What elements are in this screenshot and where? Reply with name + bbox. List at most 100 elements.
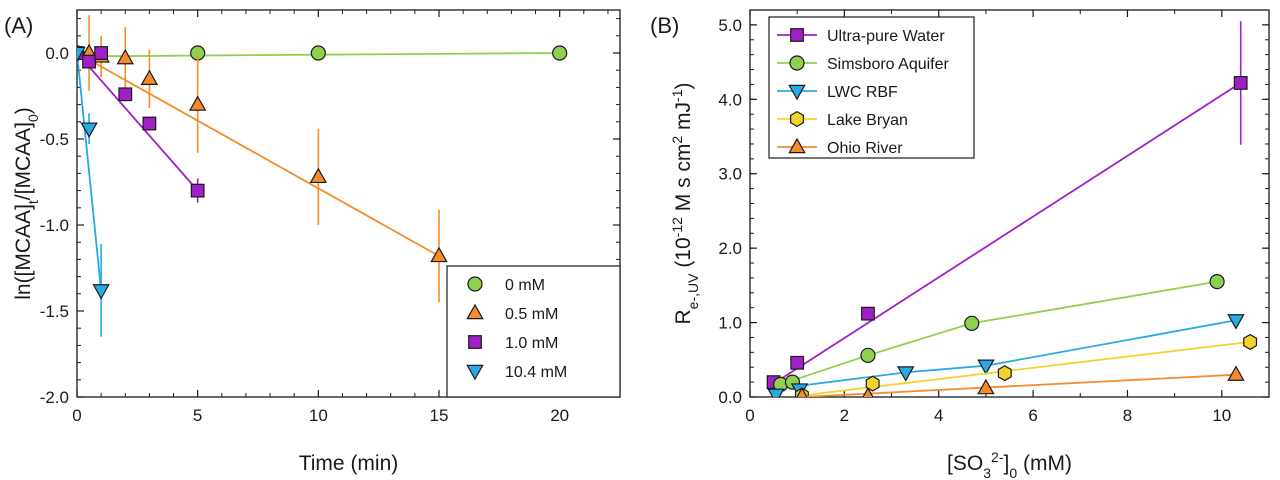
legend-marker (788, 137, 806, 154)
legend-item: 0 mM (467, 276, 545, 294)
legend-label: 1.0 mM (505, 335, 558, 352)
y-tick-label: 3.0 (718, 165, 742, 184)
y-tick-label: -1.5 (40, 302, 69, 321)
label-segment: [SO (947, 452, 983, 475)
legend-item: Lake Bryan (777, 110, 908, 129)
y-tick-label: 2.0 (718, 239, 742, 258)
series-0-mm (77, 45, 568, 61)
plot-area (77, 15, 568, 337)
data-point (80, 122, 98, 138)
label-segment: 2 (669, 136, 685, 144)
data-point (82, 54, 96, 69)
x-tick-label: 10 (309, 406, 328, 425)
legend-item: Ultra-pure Water (777, 28, 945, 45)
x-tick-label: 6 (1028, 406, 1037, 425)
series-lake-bryan (794, 333, 1258, 397)
chart-panel-b: 0 2 4 6 8 100.01.02.03.04.05.0(B)[SO32-]0 (mM… (650, 9, 1270, 480)
legend-marker (790, 28, 804, 42)
data-point (310, 45, 326, 61)
y-tick-label: 1.0 (718, 314, 742, 333)
label-segment: e-,UV (685, 273, 701, 309)
panel-label: (A) (4, 13, 33, 38)
x-axis-title: Time (min) (299, 452, 399, 475)
y-tick-label: -0.5 (40, 130, 69, 149)
x-tick-label: 2 (840, 406, 849, 425)
legend: 0 mM 0.5 mM 1.0 mM 10.4 mM (446, 265, 621, 398)
data-point (861, 306, 875, 321)
x-axis-title: [SO32-]0 (mM) (947, 449, 1072, 480)
data-point (896, 366, 915, 382)
y-axis-title: ln([MCAA]t/[MCAA]0) (12, 107, 41, 300)
legend-marker (466, 303, 484, 320)
data-point (1243, 333, 1258, 350)
series-0-5-mm (77, 15, 448, 303)
legend-marker (789, 55, 805, 71)
data-point (1209, 274, 1225, 290)
data-point (997, 365, 1012, 382)
legend-label: Lake Bryan (827, 112, 908, 129)
data-point (77, 46, 86, 63)
series-fit-line (801, 373, 1237, 397)
series-fit-line (77, 52, 440, 257)
plot-frame (76, 9, 621, 398)
data-point (118, 87, 133, 102)
legend-label: 0.5 mM (505, 306, 558, 323)
data-point (1227, 365, 1245, 381)
series-lwc-rbf (767, 314, 1245, 397)
legend-item: LWC RBF (777, 84, 898, 101)
legend-label: Simsboro Aquifer (827, 56, 950, 73)
data-point (188, 95, 207, 111)
legend-marker (790, 110, 804, 128)
label-segment: (10 (672, 237, 695, 273)
label-segment: M s cm (672, 144, 695, 218)
series-fit-line (77, 52, 199, 192)
label-segment: ) (12, 107, 35, 114)
data-point (796, 386, 808, 397)
legend-label: Ultra-pure Water (827, 28, 945, 45)
label-segment: ] (1003, 452, 1009, 475)
data-point (116, 48, 134, 65)
x-tick-label: 10 (1212, 406, 1231, 425)
label-segment: 0 (1009, 465, 1017, 480)
y-tick-label: 5.0 (718, 16, 742, 35)
x-tick-label: 15 (430, 406, 449, 425)
y-tick-label: -2.0 (40, 388, 69, 407)
data-point (140, 69, 159, 86)
data-point (977, 359, 995, 376)
y-tick-label: 0.0 (718, 388, 742, 407)
panel-label: (B) (650, 13, 679, 38)
data-point (142, 116, 157, 131)
legend-label: 10.4 mM (505, 364, 567, 381)
x-tick-label: 20 (550, 406, 569, 425)
data-point (790, 355, 805, 370)
legend-marker (467, 276, 483, 292)
label-segment: 2- (991, 449, 1004, 465)
data-point (767, 388, 785, 397)
legend-label: Ohio River (827, 140, 903, 157)
legend-item: 1.0 mM (468, 335, 558, 352)
label-segment: 0 (25, 114, 41, 122)
label-segment: R (672, 309, 695, 324)
legend: Ultra-pure Water Simsboro Aquifer LWC RBF L… (768, 16, 975, 159)
legend-item: Ohio River (777, 137, 903, 157)
plot-area (766, 21, 1258, 397)
data-point (552, 45, 568, 61)
label-segment: 3 (983, 465, 991, 480)
data-point (860, 347, 876, 363)
series-simsboro-aquifer (773, 274, 1225, 392)
data-point (865, 375, 880, 392)
data-point (977, 378, 995, 395)
chart-panel-a: 0 5 10 15 20 0.0 -0.5 -1.0 -1.5 -2.0 (A) Time (min)… (4, 9, 621, 475)
legend-label: LWC RBF (827, 84, 898, 101)
x-tick-label: 0 (72, 406, 81, 425)
label-segment: -1 (669, 89, 685, 102)
data-point (309, 167, 328, 184)
x-tick-label: 5 (193, 406, 202, 425)
series-ohio-river (796, 365, 1245, 397)
legend-item: Simsboro Aquifer (777, 55, 950, 73)
data-point (1227, 314, 1245, 330)
label-segment: -12 (669, 217, 685, 237)
x-tick-label: 8 (1123, 406, 1132, 425)
label-segment: ln([MCAA] (12, 204, 35, 300)
